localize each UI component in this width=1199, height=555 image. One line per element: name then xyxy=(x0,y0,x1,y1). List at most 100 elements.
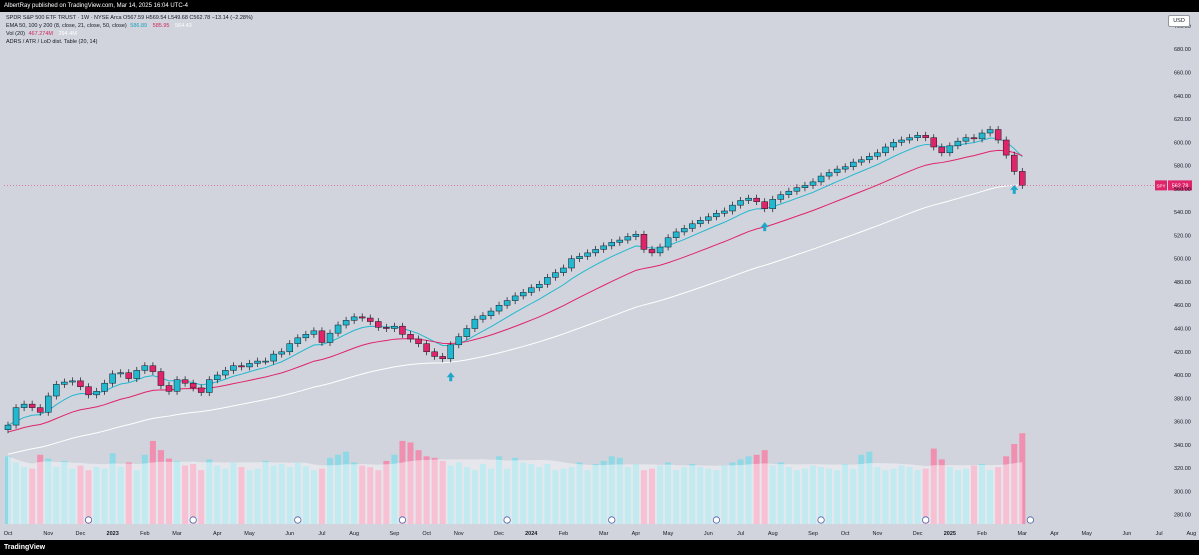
candle-body xyxy=(841,166,849,170)
volume-bar xyxy=(874,467,881,524)
candle-body xyxy=(978,132,986,140)
time-tick-label: Feb xyxy=(140,531,149,537)
candle-body xyxy=(53,384,60,397)
volume-bar xyxy=(488,468,494,524)
volume-bar xyxy=(753,454,760,524)
dividend-marker-icon xyxy=(608,516,616,524)
dividend-marker-icon xyxy=(398,516,407,524)
candle-body xyxy=(391,325,398,329)
candle-body xyxy=(986,129,994,134)
volume-bar xyxy=(504,468,511,524)
volume-bar xyxy=(61,460,68,524)
up-arrow-marker xyxy=(1010,184,1019,194)
volume-bar xyxy=(995,467,1002,524)
candle-body xyxy=(906,137,913,141)
currency-button[interactable]: USD xyxy=(1168,15,1190,27)
candle-body xyxy=(536,284,543,289)
price-badge xyxy=(1168,180,1192,191)
volume-bar xyxy=(520,462,527,524)
volume-bar xyxy=(415,450,422,524)
volume-bar xyxy=(463,467,470,524)
candle-body xyxy=(632,234,640,237)
candle-body xyxy=(495,304,503,312)
candle-body xyxy=(552,272,559,278)
candle-body xyxy=(858,159,865,163)
volume-bar xyxy=(133,470,140,524)
candle-body xyxy=(1019,171,1026,186)
volume-bar xyxy=(431,457,438,524)
price-tick-label: 280.00 xyxy=(1174,513,1191,519)
candle-body xyxy=(737,200,744,206)
volume-bar xyxy=(109,453,116,524)
candle-body xyxy=(157,371,165,386)
volume-bar xyxy=(335,454,342,524)
volume-bar xyxy=(761,450,768,524)
volume-bar xyxy=(174,460,181,524)
time-tick-label: Oct xyxy=(841,531,850,537)
candle-body xyxy=(45,395,52,413)
volume-bar xyxy=(954,470,961,524)
dividend-marker-icon xyxy=(817,516,825,524)
legend-volume[interactable]: Vol (20) 467.274M 294.4M xyxy=(6,31,79,37)
candle-body xyxy=(528,287,535,293)
candle-body xyxy=(954,140,962,147)
candle-body xyxy=(270,353,277,362)
candle-body xyxy=(825,172,833,177)
price-tick-label: 540.00 xyxy=(1174,210,1191,216)
candle-body xyxy=(423,343,430,353)
time-tick-label: Jul xyxy=(318,531,325,537)
candle-body xyxy=(833,168,841,173)
candle-body xyxy=(640,234,648,250)
volume-bar xyxy=(930,448,937,524)
legend-symbol-text: SPDR S&P 500 ETF TRUST · 1W · NYSE Arca … xyxy=(6,15,253,21)
volume-bar xyxy=(21,467,28,524)
price-tick-label: 620.00 xyxy=(1174,117,1191,123)
candle-body xyxy=(125,372,132,379)
legend-symbol[interactable]: SPDR S&P 500 ETF TRUST · 1W · NYSE Arca … xyxy=(6,15,253,21)
volume-bar xyxy=(552,470,559,524)
volume-bar xyxy=(29,468,36,524)
dividend-marker-icon xyxy=(189,516,197,524)
volume-bar xyxy=(37,454,44,524)
volume-bar xyxy=(383,460,390,524)
volume-bar xyxy=(367,467,374,524)
time-tick-label: Aug xyxy=(349,531,359,537)
legend-table[interactable]: ADRS / ATR / LoD dist. Table (20, 14) xyxy=(6,39,98,45)
volume-bar xyxy=(5,456,11,524)
legend-ema-mid-value: 585.95 xyxy=(152,23,170,29)
publisher-text: AlbertRay published on TradingView.com, … xyxy=(4,3,188,9)
candle-body xyxy=(1011,154,1018,172)
time-tick-label: Apr xyxy=(632,531,641,537)
price-tick-label: 660.00 xyxy=(1174,71,1191,77)
volume-bar xyxy=(673,470,680,524)
time-tick-label: Aug xyxy=(768,531,778,537)
candle-body xyxy=(286,343,293,353)
volume-bar xyxy=(479,464,486,524)
candle-body xyxy=(149,365,157,372)
candle-body xyxy=(729,204,736,212)
candle-body xyxy=(85,386,92,396)
volume-bar xyxy=(294,462,301,524)
volume-bar xyxy=(713,470,720,524)
volume-bar xyxy=(560,468,567,524)
price-tick-label: 400.00 xyxy=(1174,373,1191,379)
price-tick-label: 360.00 xyxy=(1174,420,1191,426)
price-tick-label: 480.00 xyxy=(1174,280,1191,286)
price-tick-label: 440.00 xyxy=(1174,327,1191,333)
legend-volume-label: Vol (20) xyxy=(6,31,25,37)
volume-bar xyxy=(737,459,744,524)
price-tick-label: 580.00 xyxy=(1174,164,1191,170)
price-tick-label: 300.00 xyxy=(1174,489,1191,495)
volume-bar xyxy=(190,464,197,524)
legend-ema[interactable]: EMA 50, 100 y 200 (8, close, 21, close, … xyxy=(6,23,194,29)
volume-bar xyxy=(391,454,398,524)
candle-body xyxy=(358,316,366,319)
candle-body xyxy=(61,381,68,385)
time-tick-label: Aug xyxy=(1186,531,1196,537)
time-tick-label: Oct xyxy=(422,531,431,537)
volume-bar xyxy=(262,460,269,524)
volume-bar xyxy=(793,470,800,524)
volume-bar xyxy=(53,467,60,524)
volume-bar xyxy=(214,465,221,524)
